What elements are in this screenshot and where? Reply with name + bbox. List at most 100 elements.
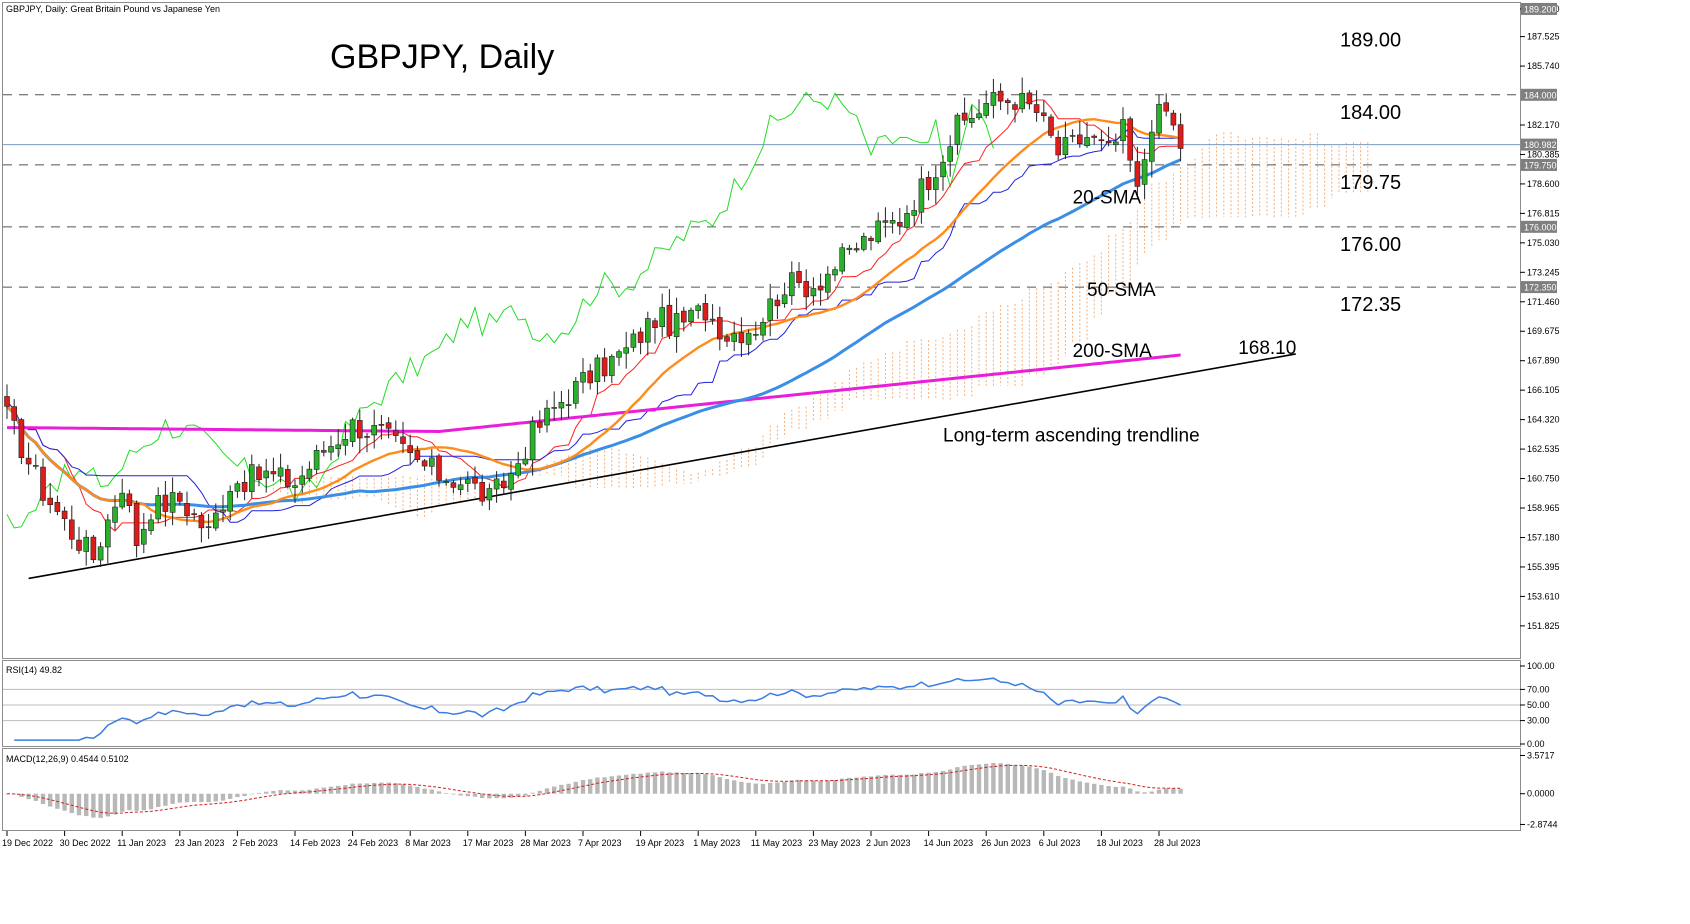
candle xyxy=(781,282,788,308)
candle-body xyxy=(25,457,32,465)
price-tick-label: 151.825 xyxy=(1527,621,1560,631)
macd-histogram-bar xyxy=(840,778,845,794)
candle-body xyxy=(716,317,723,340)
macd-histogram-bar xyxy=(883,774,888,794)
candle-body xyxy=(774,299,781,307)
candle xyxy=(263,458,270,493)
candle-body xyxy=(846,247,853,251)
macd-histogram-bar xyxy=(393,783,398,794)
candle xyxy=(1098,130,1105,152)
candle-body xyxy=(407,445,414,454)
candle-body xyxy=(904,212,910,228)
price-highlight-bg xyxy=(1521,281,1557,294)
macd-histogram-bar xyxy=(379,782,384,794)
price-tick-label: 176.815 xyxy=(1527,208,1560,218)
candle xyxy=(47,482,54,514)
macd-histogram-bar xyxy=(408,785,413,794)
candle-body xyxy=(860,235,867,250)
candle-body xyxy=(1141,159,1148,185)
candle-body xyxy=(839,247,846,272)
candle-body xyxy=(1156,103,1162,134)
candle-body xyxy=(918,178,925,213)
candle xyxy=(803,269,810,311)
level-label: 176.00 xyxy=(1340,234,1401,256)
candle xyxy=(414,445,421,463)
macd-histogram-bar xyxy=(400,784,406,794)
candle-body xyxy=(184,503,190,517)
macd-histogram-bar xyxy=(436,791,442,794)
candle xyxy=(623,331,630,369)
candle xyxy=(976,99,982,121)
macd-histogram-bar xyxy=(1056,776,1061,794)
candle xyxy=(1120,107,1126,154)
candle xyxy=(594,354,601,395)
candle xyxy=(198,512,205,543)
candle xyxy=(1091,134,1097,145)
price-tick-label: 175.030 xyxy=(1527,238,1560,248)
candle-body xyxy=(205,526,212,528)
time-tick-label: 2 Jun 2023 xyxy=(866,838,911,848)
macd-histogram-bar xyxy=(739,781,744,794)
macd-tick-label: -2.8744 xyxy=(1527,819,1558,829)
time-tick-label: 19 Apr 2023 xyxy=(636,838,685,848)
candle xyxy=(385,417,392,439)
candle xyxy=(932,165,939,204)
candle-body xyxy=(76,539,82,551)
time-tick-label: 11 Jan 2023 xyxy=(117,838,166,848)
candle-body xyxy=(630,333,637,348)
candle-body xyxy=(40,466,46,501)
candle-body xyxy=(119,492,125,508)
macd-histogram-bar xyxy=(372,782,377,794)
time-tick-label: 28 Mar 2023 xyxy=(520,838,571,848)
price-highlight-tag: 184.000 xyxy=(1521,88,1557,101)
candle-body xyxy=(1105,141,1112,144)
candle xyxy=(688,307,694,327)
candle xyxy=(1048,114,1054,139)
price-tick-label: 164.320 xyxy=(1527,415,1560,425)
price-tick-label: 167.890 xyxy=(1527,356,1560,366)
macd-histogram-bar xyxy=(998,763,1003,794)
candle xyxy=(968,105,975,128)
macd-histogram-bar xyxy=(1099,784,1104,794)
candle-body xyxy=(83,536,89,552)
macd-histogram-bar xyxy=(220,793,226,801)
candle xyxy=(990,78,997,119)
candle xyxy=(1041,100,1047,122)
candle xyxy=(544,399,550,433)
macd-histogram-bar xyxy=(523,793,528,796)
candle-body xyxy=(536,421,543,428)
rsi-pane-frame xyxy=(2,660,1521,747)
candle-body xyxy=(968,118,975,124)
macd-histogram-bar xyxy=(537,790,542,794)
price-highlight-label: 184.000 xyxy=(1524,90,1557,100)
sma-50 xyxy=(5,158,1182,509)
macd-histogram-bar xyxy=(1034,768,1039,794)
candle xyxy=(126,489,133,513)
candle xyxy=(364,433,370,453)
candle-body xyxy=(1033,104,1040,113)
candle xyxy=(1141,148,1148,200)
candle xyxy=(313,444,320,474)
price-highlight-label: 189.200 xyxy=(1524,4,1557,14)
candle xyxy=(817,273,824,306)
chikou-span xyxy=(6,91,994,529)
candlesticks xyxy=(4,77,1184,567)
candle xyxy=(738,317,745,358)
candle xyxy=(32,454,39,470)
macd-histogram-bar xyxy=(681,772,686,794)
candle-body xyxy=(709,318,716,321)
candle xyxy=(558,390,565,421)
price-tick-label: 166.105 xyxy=(1527,385,1560,395)
annotation-label: 50-SMA xyxy=(1087,280,1156,301)
candle xyxy=(450,480,457,494)
candle-body xyxy=(997,90,1004,102)
macd-histogram-bar xyxy=(926,772,931,794)
candle-body xyxy=(284,469,291,487)
macd-histogram-bar xyxy=(530,792,535,794)
macd-label: MACD(12,26,9) 0.4544 0.5102 xyxy=(6,754,129,764)
time-tick-label: 23 Jan 2023 xyxy=(175,838,225,848)
macd-histogram-bar xyxy=(544,788,550,794)
macd-histogram-bar xyxy=(789,780,794,794)
price-tick-label: 160.750 xyxy=(1527,474,1560,484)
candle xyxy=(11,399,17,435)
